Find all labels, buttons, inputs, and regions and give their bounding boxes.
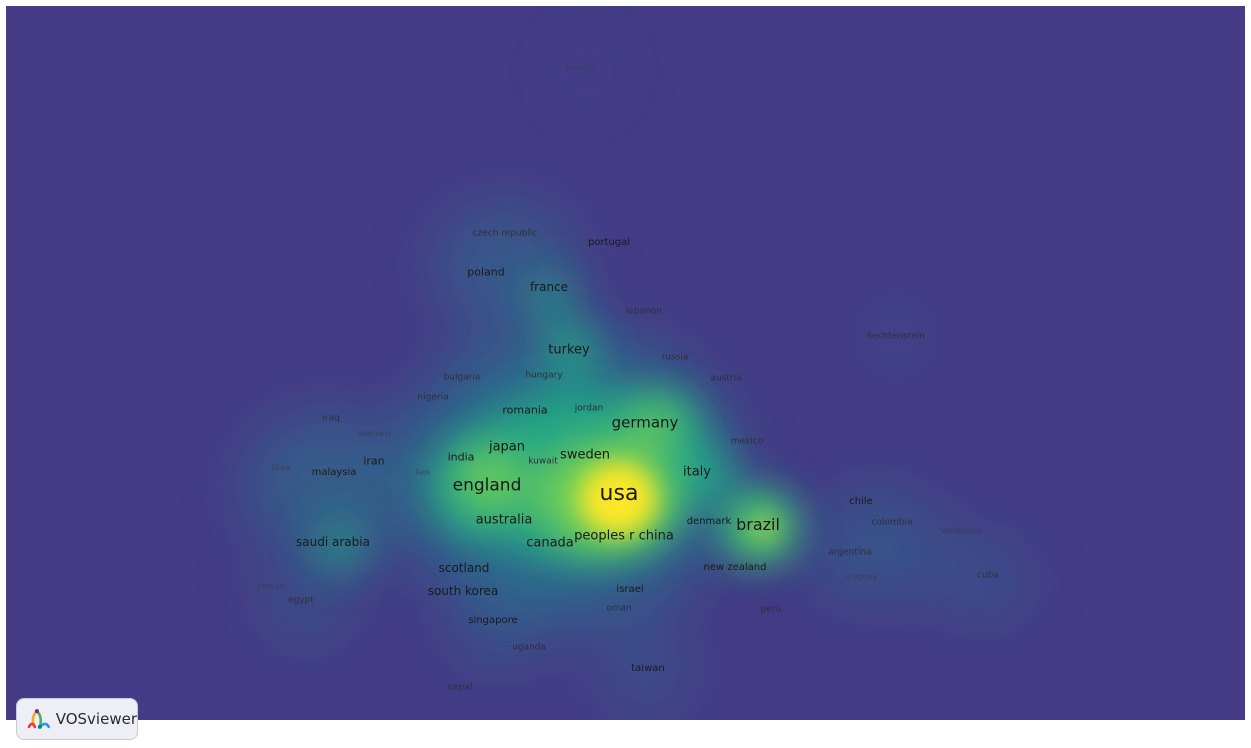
haze-west (246, 416, 406, 556)
map-label-iran[interactable]: iran (363, 454, 385, 468)
map-label-vietnam[interactable]: vietnam (357, 429, 391, 438)
haze-liechtenstein (858, 298, 934, 374)
map-label-uganda[interactable]: uganda (512, 642, 546, 653)
map-label-yemen[interactable]: yemen (257, 582, 285, 591)
map-label-morocco[interactable]: morocco (565, 64, 597, 73)
map-label-chile[interactable]: chile (849, 496, 873, 507)
map-label-denmark[interactable]: denmark (686, 516, 732, 527)
haze-egypt (261, 569, 351, 639)
map-label-cuba[interactable]: cuba (977, 570, 999, 581)
map-label-liechtenstein[interactable]: liechtenstein (867, 331, 925, 342)
map-label-brazil[interactable]: brazil (736, 515, 780, 534)
map-label-kuwait[interactable]: kuwait (528, 456, 558, 467)
haze-singapore (451, 596, 541, 666)
map-label-japan[interactable]: japan (488, 439, 526, 455)
map-label-italy[interactable]: italy (683, 464, 711, 480)
map-label-germany[interactable]: germany (611, 413, 679, 432)
map-label-canada[interactable]: canada (526, 535, 574, 551)
map-label-nepal[interactable]: nepal (447, 682, 473, 693)
lightgreen-england (456, 446, 526, 516)
yellow-core-brazil (752, 517, 776, 539)
map-label-czech-republic[interactable]: czech republic (472, 228, 538, 239)
green-italy (661, 441, 731, 501)
map-label-austria[interactable]: austria (710, 373, 742, 384)
map-label-mexico[interactable]: mexico (730, 436, 764, 447)
vosviewer-badge[interactable]: VOSviewer (16, 698, 138, 740)
map-label-nigeria[interactable]: nigeria (417, 392, 449, 403)
map-label-india[interactable]: india (447, 450, 475, 464)
density-heatmap-layer (246, 43, 1026, 709)
map-label-libya[interactable]: libya (271, 463, 291, 472)
haze-cuba (946, 541, 1026, 621)
map-label-south-korea[interactable]: south korea (427, 584, 499, 598)
map-label-scotland[interactable]: scotland (438, 561, 490, 575)
map-label-singapore[interactable]: singapore (468, 615, 518, 626)
green-saudi (311, 518, 371, 574)
map-label-lebanon[interactable]: lebanon (625, 306, 663, 317)
haze-south-america (806, 491, 946, 601)
map-label-argentina[interactable]: argentina (828, 547, 872, 558)
map-label-portugal[interactable]: portugal (587, 237, 631, 248)
map-label-jordan[interactable]: jordan (574, 403, 604, 414)
density-map[interactable]: usa england germany brazil italy japan peoples… (6, 6, 1245, 720)
map-label-romania[interactable]: romania (502, 403, 548, 417)
map-label-england[interactable]: england (452, 475, 522, 496)
haze-taiwan (604, 633, 688, 709)
map-label-colombia[interactable]: colombia (871, 517, 913, 528)
haze-morocco (556, 43, 616, 99)
map-label-egypt[interactable]: egypt (288, 595, 314, 606)
map-label-saudi-arabia[interactable]: saudi arabia (296, 535, 370, 549)
map-label-bulgaria[interactable]: bulgaria (443, 372, 481, 383)
map-label-russia[interactable]: russia (661, 352, 689, 363)
green-turkey (543, 323, 599, 379)
map-label-australia[interactable]: australia (475, 512, 533, 528)
yellow-core-usa (580, 463, 656, 535)
map-label-new-zealand[interactable]: new zealand (703, 562, 767, 573)
map-label-hungary[interactable]: hungary (525, 370, 563, 381)
map-label-poland[interactable]: poland (467, 265, 505, 279)
map-label-turkey[interactable]: turkey (548, 342, 590, 358)
map-label-usa[interactable]: usa (599, 481, 639, 506)
map-label-uruguay[interactable]: uruguay (844, 572, 878, 581)
map-label-israel[interactable]: israel (616, 584, 644, 595)
vosviewer-logo-icon (27, 709, 51, 729)
map-label-iraq[interactable]: iraq (322, 413, 340, 424)
green-france (526, 271, 576, 321)
map-label-venezuela[interactable]: venezuela (940, 526, 982, 535)
lightgreen-germany (626, 404, 682, 448)
map-label-taiwan[interactable]: taiwan (631, 663, 665, 674)
brand-name: VOSviewer (55, 710, 137, 728)
map-label-oman[interactable]: oman (606, 603, 632, 614)
map-label-sweden[interactable]: sweden (560, 447, 610, 463)
map-label-malaysia[interactable]: malaysia (311, 467, 357, 478)
map-label-france[interactable]: france (529, 280, 569, 294)
map-label-peoples-r-china[interactable]: peoples r china (574, 528, 674, 544)
map-label-laos[interactable]: laos (415, 468, 431, 477)
map-label-peru[interactable]: peru (760, 604, 782, 615)
